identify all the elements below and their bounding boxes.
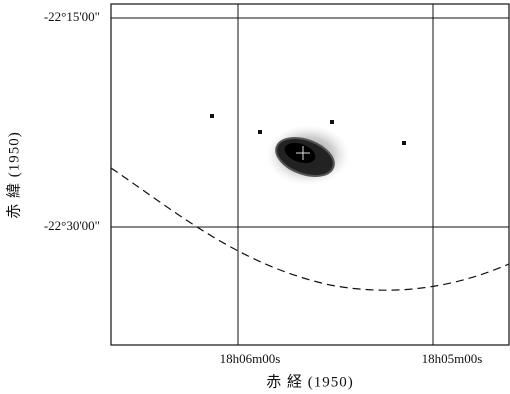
sky-map: -22°15'00" -22°30'00" 18h06m00s 18h05m00…: [0, 0, 510, 394]
y-tick-label: -22°30'00": [44, 218, 100, 233]
y-tick-label: -22°15'00": [44, 9, 100, 24]
star: [258, 130, 262, 134]
x-tick-label: 18h06m00s: [220, 351, 281, 366]
y-axis-label: 赤 緯 (1950): [5, 131, 22, 219]
x-axis-label: 赤 経 (1950): [266, 373, 354, 390]
dashed-arc: [111, 168, 509, 290]
star: [330, 120, 334, 124]
star: [402, 141, 406, 145]
star: [210, 114, 214, 118]
x-tick-label: 18h05m00s: [422, 351, 483, 366]
